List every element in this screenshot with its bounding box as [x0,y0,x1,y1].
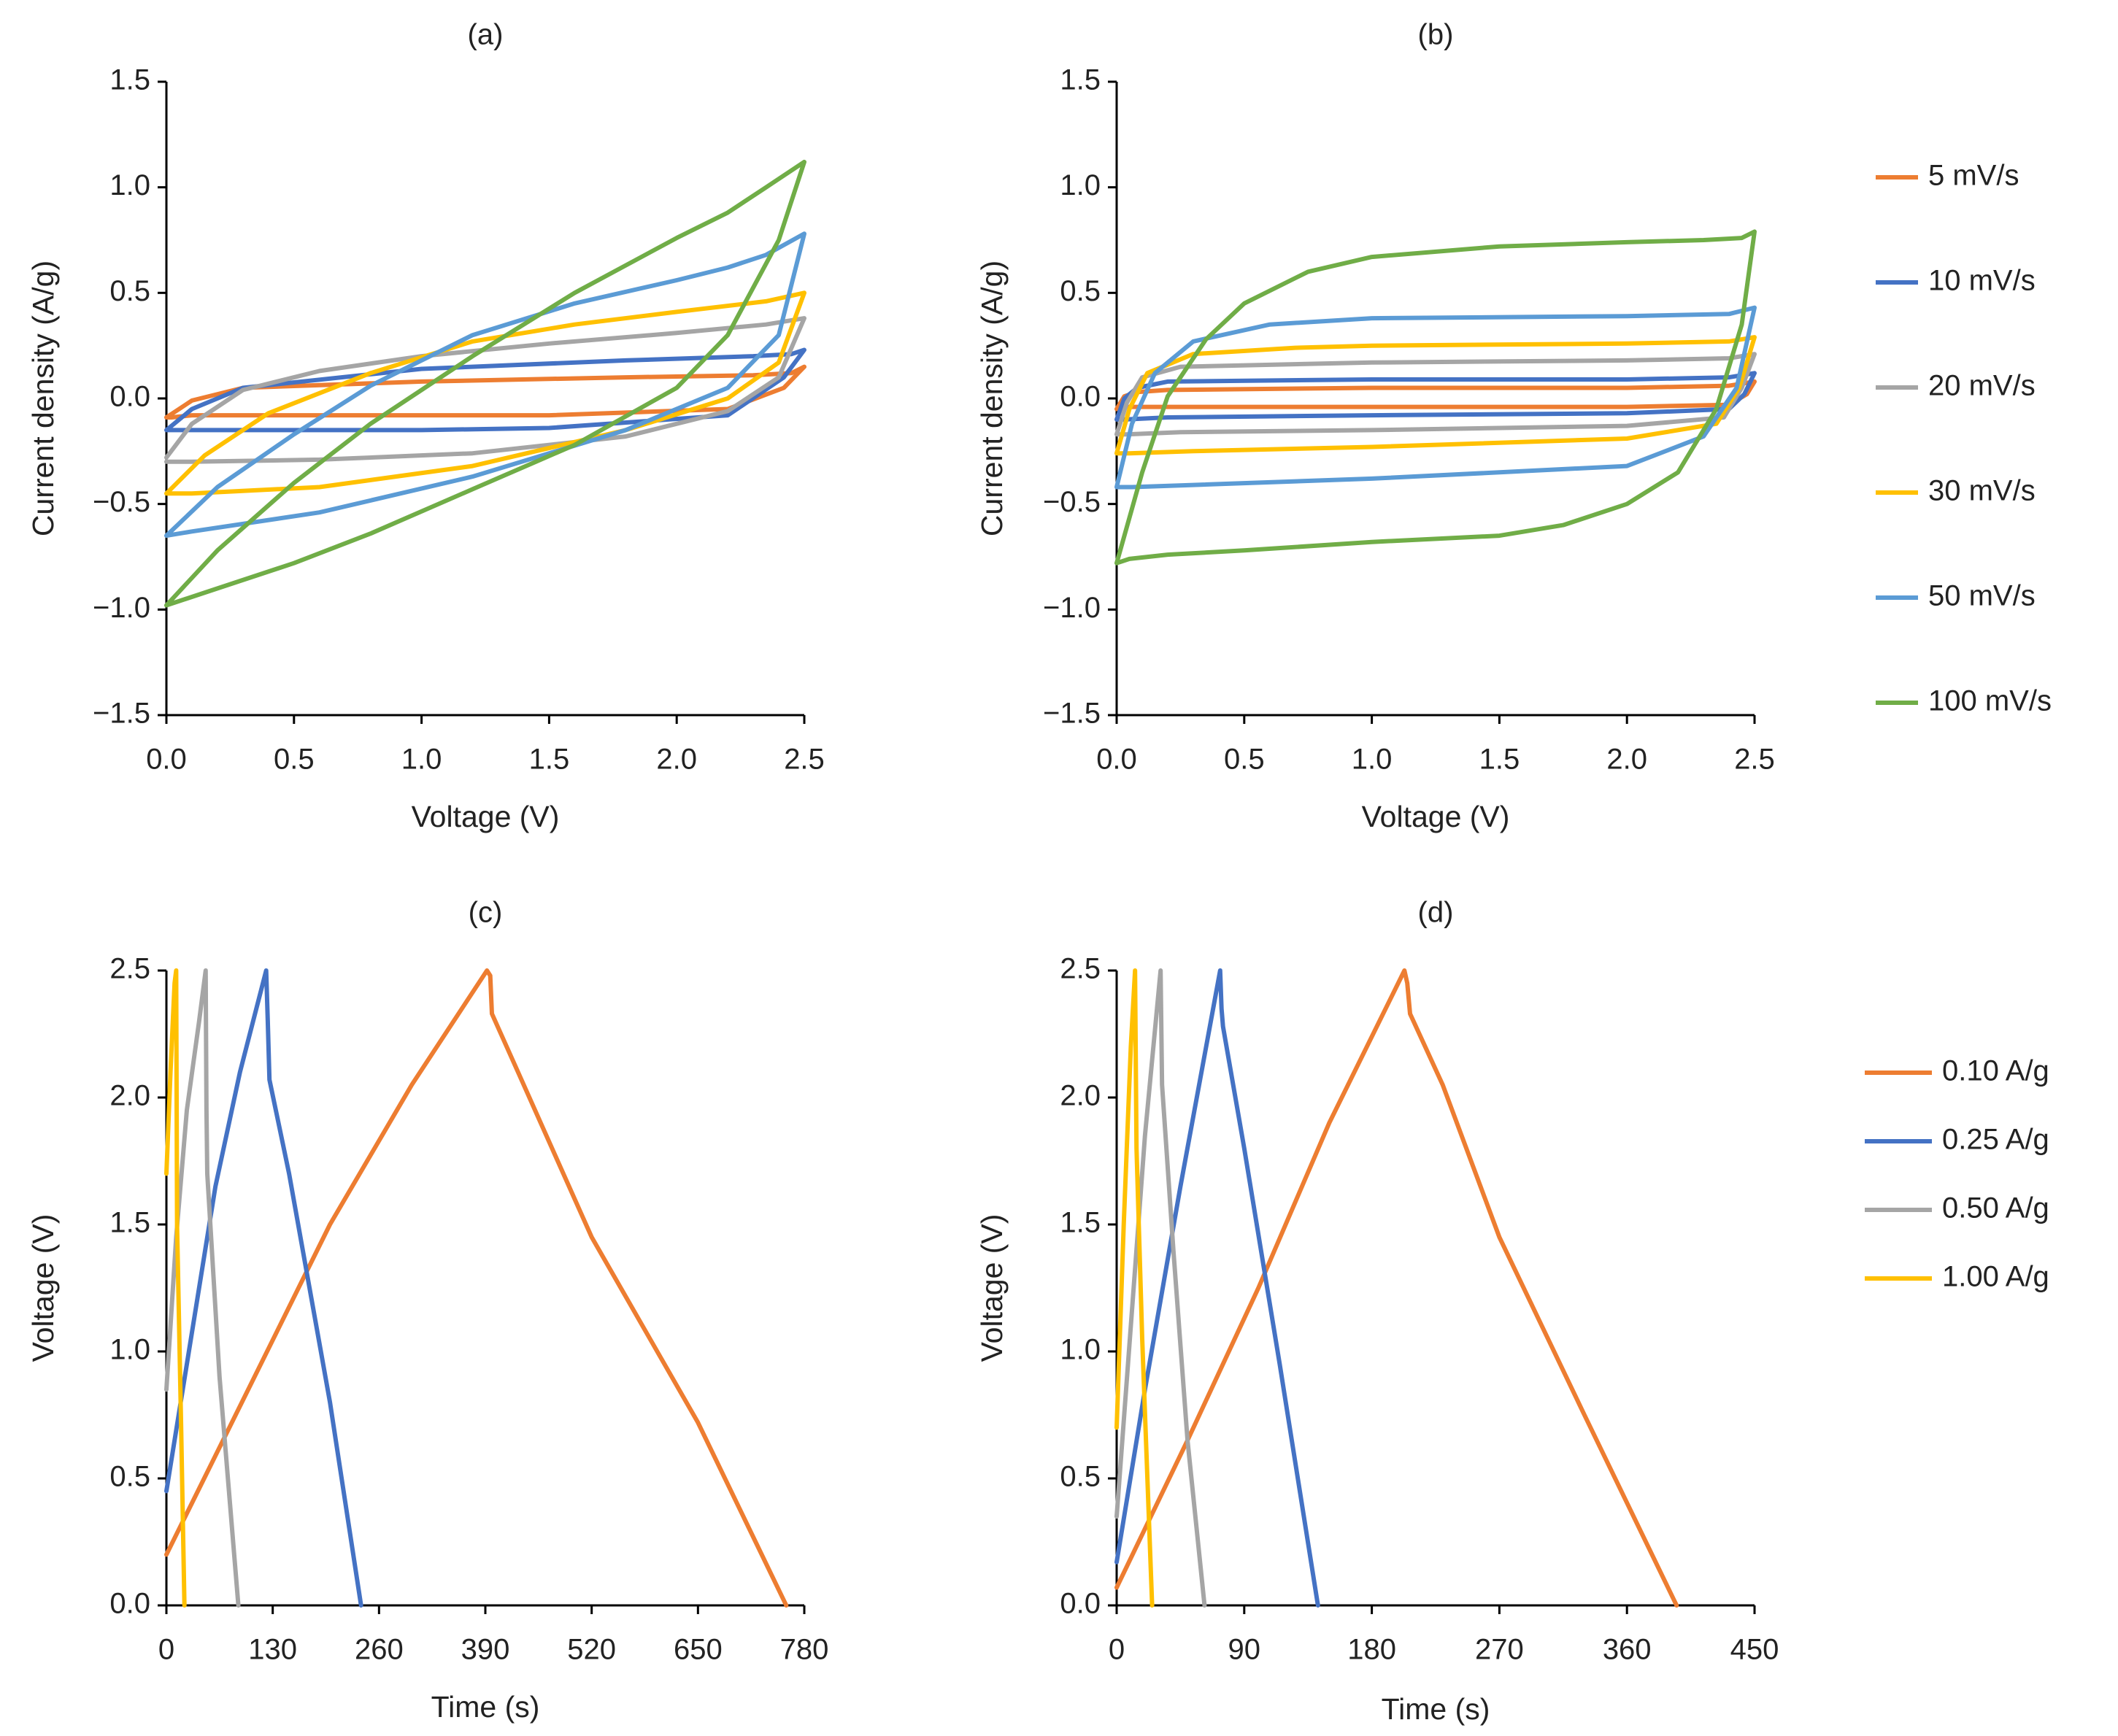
panel-d-legend: 0.10 A/g 0.25 A/g 0.50 A/g 1.00 A/g [1865,1055,2049,1293]
panel-c-series-0-25-a-g [164,968,363,1608]
panel-b-x-tick-label: 0.5 [1224,744,1265,776]
panel-d-series-0-50-a-g [1114,968,1207,1608]
panel-b-y-tick-label: −0.5 [1043,486,1101,518]
panel-c-x-tick-label: 260 [355,1634,404,1666]
panel-b-y-tick-label: 0.0 [1060,381,1101,413]
panel-d-legend-label: 1.00 A/g [1942,1261,2049,1293]
panel-a-y-tick-label: 0.5 [109,275,150,307]
panel-c-series-0-50-a-g [164,968,241,1608]
panel-a-y-axis-title: Current density (A/g) [26,261,60,536]
panel-b-series-10-mv-s [1114,371,1757,422]
panel-c-y-axis-title: Voltage (V) [26,1214,60,1362]
panel-a-y-tick-label: −1.0 [93,592,150,624]
panel-a-x-tick-label: 2.5 [784,744,825,776]
panel-b-x-tick-label: 2.0 [1606,744,1647,776]
panel-d-legend-label: 0.10 A/g [1942,1055,2049,1087]
panel-b-legend-label: 30 mV/s [1928,475,2036,507]
panel-c-y-tick-label: 2.0 [109,1080,150,1112]
panel-d-y-axis-title: Voltage (V) [975,1214,1009,1362]
panel-a-series-30-mv-s [164,290,806,496]
panel-a-x-tick-label: 1.0 [401,744,442,776]
panel-d-x-tick-label: 0 [1109,1634,1125,1666]
panel-a-series-100-mv-s [164,159,806,608]
panel-b-legend-label: 50 mV/s [1928,580,2036,612]
panel-b-legend-label: 10 mV/s [1928,265,2036,297]
panel-d-y-tick-label: 0.5 [1060,1461,1101,1493]
panel-d-y-tick-label: 2.0 [1060,1080,1101,1112]
panel-c-x-axis-title: Time (s) [431,1690,540,1724]
panel-d-x-tick-label: 450 [1730,1634,1779,1666]
panel-d-series-0-10-a-g [1114,968,1679,1608]
panel-b-series-100-mv-s [1114,229,1757,566]
panel-c-title: (c) [469,897,503,929]
panel-b-y-tick-label: 1.5 [1060,64,1101,96]
panel-b-title: (b) [1418,19,1454,51]
panel-c-x-tick-label: 390 [461,1634,510,1666]
panel-a-title: (a) [468,19,504,51]
panel-a-series-5-mv-s [164,364,806,420]
panel-b-y-tick-label: 1.0 [1060,169,1101,201]
panel-b-series-30-mv-s [1114,335,1757,456]
panel-c-series-1-00-a-g [164,968,187,1608]
panel-a-x-tick-label: 2.0 [656,744,697,776]
panel-b-legend-label: 20 mV/s [1928,370,2036,402]
panel-c-series-0-10-a-g [164,968,789,1608]
panel-d-series-1-00-a-g [1114,968,1155,1608]
panel-a-series-20-mv-s [164,316,806,464]
panel-d-y-tick-label: 1.5 [1060,1207,1101,1239]
panel-c: (c) 2.5 2.0 1.5 1.0 0.5 0.00 130 260 390 520 650 780… [26,897,829,1724]
panel-c-y-tick-label: 1.0 [109,1334,150,1366]
panel-d-legend-label: 0.50 A/g [1942,1192,2049,1224]
panel-b-y-tick-label: −1.5 [1043,698,1101,730]
panel-d-series-0-25-a-g [1114,968,1320,1608]
panel-b-y-tick-label: 0.5 [1060,275,1101,307]
panel-d-x-tick-label: 360 [1603,1634,1652,1666]
panel-d-legend-label: 0.25 A/g [1942,1124,2049,1156]
panel-b-series-5-mv-s [1114,379,1757,412]
panel-d-x-tick-label: 90 [1228,1634,1261,1666]
panel-a-y-tick-label: 0.0 [109,381,150,413]
panel-b-legend-label: 5 mV/s [1928,160,2019,192]
panel-d-x-axis-title: Time (s) [1382,1692,1490,1726]
panel-b-x-tick-label: 0.0 [1096,744,1137,776]
panel-b-y-tick-label: −1.0 [1043,592,1101,624]
panel-b-series-20-mv-s [1114,352,1757,437]
panel-b-legend: 5 mV/s 10 mV/s 20 mV/s 30 mV/s 50 mV/s 100 mV… [1876,160,2052,717]
panel-d-x-tick-label: 270 [1475,1634,1524,1666]
panel-c-x-tick-label: 520 [567,1634,616,1666]
panel-d-x-tick-label: 180 [1347,1634,1396,1666]
panel-c-x-tick-label: 650 [674,1634,723,1666]
panel-a-y-tick-label: −0.5 [93,486,150,518]
panel-d-y-tick-label: 1.0 [1060,1334,1101,1366]
panel-a-x-axis-title: Voltage (V) [412,800,560,833]
panel-a-x-tick-label: 1.5 [529,744,570,776]
panel-a-y-tick-label: −1.5 [93,698,150,730]
panel-b-x-tick-label: 2.5 [1734,744,1775,776]
panel-d: (d) 2.5 2.0 1.5 1.0 0.5 0.00 90 180 270 360 450 Time… [975,897,2049,1726]
panel-c-y-tick-label: 1.5 [109,1207,150,1239]
panel-a-y-tick-label: 1.0 [109,169,150,201]
panel-d-y-tick-label: 0.0 [1060,1588,1101,1620]
panel-a-x-tick-label: 0.0 [146,744,187,776]
panel-d-title: (d) [1418,897,1454,929]
panel-b-x-axis-title: Voltage (V) [1362,800,1510,833]
panel-c-y-tick-label: 0.0 [109,1588,150,1620]
panel-d-y-tick-label: 2.5 [1060,953,1101,985]
panel-a-series-50-mv-s [164,231,806,539]
panel-a: (a) 1.5 1.0 0.5 0.0 −0.5 −1.0 −1.5 0.0 0.5 1.0 1.5 2… [26,19,825,833]
panel-c-x-tick-label: 0 [158,1634,174,1666]
panel-b-x-tick-label: 1.5 [1479,744,1520,776]
panel-c-x-tick-label: 130 [248,1634,297,1666]
panel-c-y-tick-label: 2.5 [109,953,150,985]
panel-b: (b) 1.5 1.0 0.5 0.0 −0.5 −1.0 −1.5 0.0 0.5 1.0 1.5 2… [975,19,2052,833]
panel-c-y-tick-label: 0.5 [109,1461,150,1493]
panel-b-y-axis-title: Current density (A/g) [975,261,1009,536]
panel-a-x-tick-label: 0.5 [274,744,315,776]
panel-c-x-tick-label: 780 [780,1634,829,1666]
panel-b-legend-label: 100 mV/s [1928,685,2052,717]
panel-b-x-tick-label: 1.0 [1352,744,1393,776]
panel-a-y-tick-label: 1.5 [109,64,150,96]
